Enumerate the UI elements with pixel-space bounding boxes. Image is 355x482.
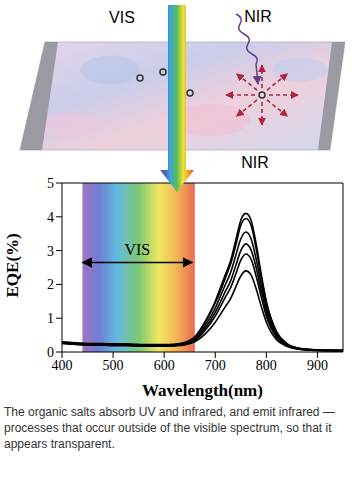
svg-text:2: 2: [47, 277, 54, 292]
svg-text:800: 800: [256, 358, 277, 373]
svg-text:VIS: VIS: [124, 241, 150, 258]
svg-text:4: 4: [47, 210, 54, 225]
svg-text:900: 900: [307, 358, 328, 373]
svg-text:5: 5: [47, 176, 54, 191]
svg-text:VIS: VIS: [109, 9, 135, 26]
svg-text:Wavelength(nm): Wavelength(nm): [142, 381, 263, 400]
svg-text:400: 400: [52, 358, 73, 373]
svg-text:NIR: NIR: [244, 8, 272, 25]
html-text:The organic salts absorb UV an: The organic salts absorb UV and infrared…: [4, 405, 335, 451]
svg-text:EQE(%): EQE(%): [3, 233, 22, 297]
svg-text:3: 3: [47, 244, 54, 259]
svg-text:500: 500: [103, 358, 124, 373]
svg-text:0: 0: [47, 345, 54, 360]
svg-text:700: 700: [205, 358, 226, 373]
svg-text:NIR: NIR: [241, 154, 269, 171]
svg-text:1: 1: [47, 311, 54, 326]
svg-text:600: 600: [154, 358, 175, 373]
